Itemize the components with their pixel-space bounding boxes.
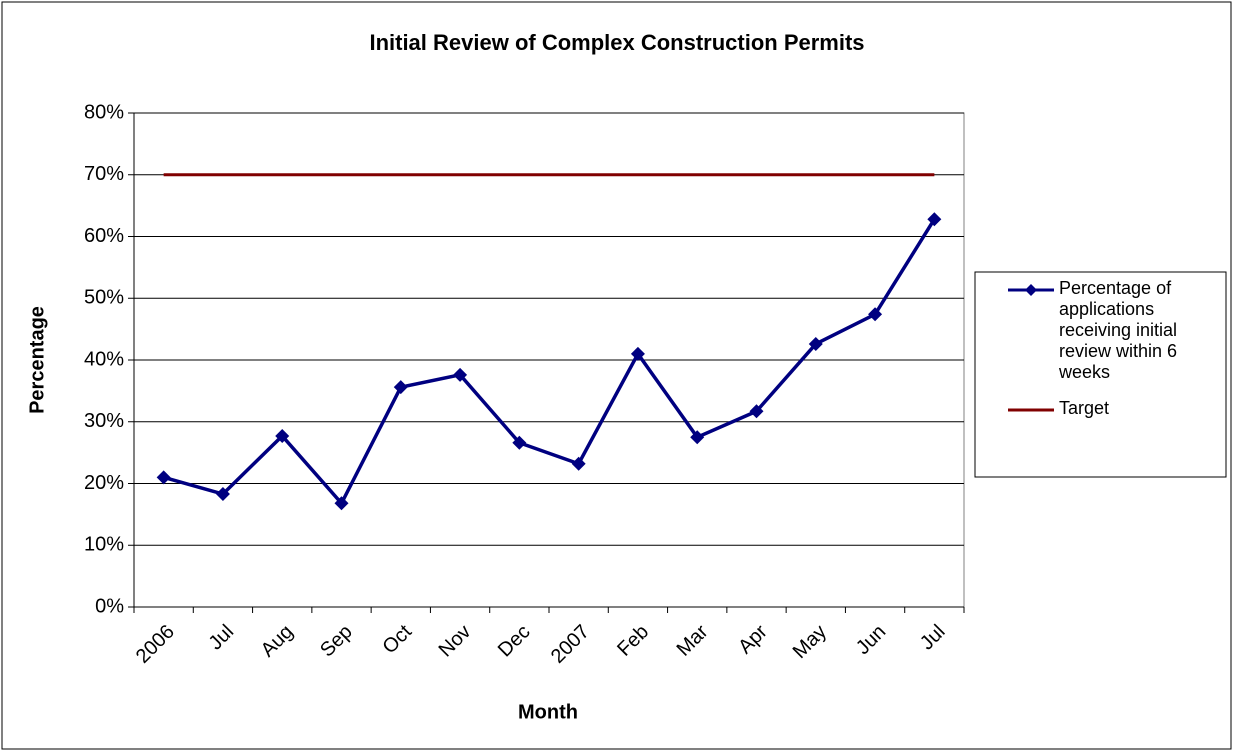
y-tick-label: 20% (84, 472, 124, 494)
y-tick-label: 30% (84, 410, 124, 432)
data-point (512, 435, 527, 450)
data-point (808, 336, 823, 351)
data-point (334, 496, 349, 511)
y-tick-label: 10% (84, 534, 124, 556)
series-line (163, 218, 936, 507)
legend-marker (1025, 284, 1037, 296)
y-tick-label: 0% (95, 595, 124, 617)
y-tick-label: 80% (84, 101, 124, 123)
y-tick-label: 60% (84, 225, 124, 247)
data-point (453, 367, 468, 382)
y-axis-label: Percentage (26, 306, 48, 414)
y-tick-label: 70% (84, 163, 124, 185)
data-point (630, 346, 645, 361)
data-point (156, 470, 171, 485)
y-tick-label: 40% (84, 348, 124, 370)
data-point (690, 430, 705, 445)
data-point (275, 428, 290, 443)
x-axis-label: Month (518, 701, 578, 723)
legend-box (974, 271, 1227, 478)
data-point (393, 380, 408, 395)
data-point (927, 212, 942, 227)
data-point (215, 486, 230, 501)
data-point (868, 307, 883, 322)
chart-title: Initial Review of Complex Construction P… (369, 30, 864, 55)
legend-label: Percentage of applications receiving ini… (1059, 278, 1178, 382)
data-point (749, 404, 764, 419)
y-tick-label: 50% (84, 287, 124, 309)
legend-label: Target (1059, 398, 1110, 418)
data-point (571, 456, 586, 471)
